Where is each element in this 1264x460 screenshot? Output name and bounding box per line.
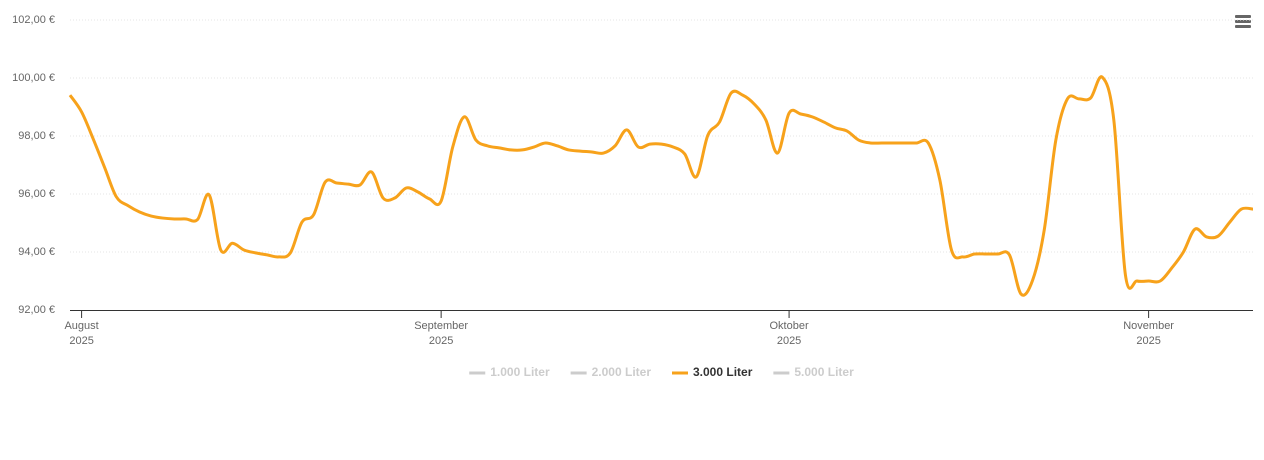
- series-line: [68, 75, 1254, 297]
- legend-item[interactable]: 3.000 Liter: [672, 365, 753, 379]
- y-tick-label: 94,00 €: [18, 246, 55, 258]
- x-tick-label: November 2025: [1123, 320, 1174, 347]
- x-tick-label: August 2025: [64, 320, 98, 347]
- y-tick-label: 98,00 €: [18, 130, 55, 142]
- y-tick-label: 100,00 €: [12, 72, 55, 84]
- x-tick-label-line: Oktober: [770, 320, 809, 332]
- x-tick-label-line: August: [64, 320, 98, 332]
- x-tick-label-line: 2025: [777, 335, 801, 347]
- legend-label: 5.000 Liter: [794, 365, 854, 379]
- x-tick-label-line: 2025: [429, 335, 453, 347]
- x-tick-label: September 2025: [414, 320, 468, 347]
- y-tick-label: 92,00 €: [18, 304, 55, 316]
- x-tick-label-line: September: [414, 320, 468, 332]
- legend-label: 2.000 Liter: [592, 365, 652, 379]
- legend-item[interactable]: 1.000 Liter: [469, 365, 550, 379]
- legend-item[interactable]: 5.000 Liter: [773, 365, 854, 379]
- legend: 1.000 Liter 2.000 Liter 3.000 Liter 5.000 L…: [469, 365, 854, 379]
- y-tick-label: 102,00 €: [12, 14, 55, 26]
- menu-bar: [1235, 25, 1251, 28]
- x-tick-label-line: November: [1123, 320, 1174, 332]
- x-tick-label: Oktober 2025: [770, 320, 809, 347]
- legend-item[interactable]: 2.000 Liter: [570, 365, 652, 379]
- x-tick-label-line: 2025: [69, 335, 93, 347]
- menu-bar: [1235, 15, 1251, 18]
- menu-button[interactable]: [1232, 12, 1254, 32]
- y-tick-label: 96,00 €: [18, 188, 55, 200]
- x-tick-label-line: 2025: [1136, 335, 1160, 347]
- legend-label: 3.000 Liter: [693, 365, 753, 379]
- legend-label: 1.000 Liter: [490, 365, 550, 379]
- menu-bar: [1235, 20, 1251, 23]
